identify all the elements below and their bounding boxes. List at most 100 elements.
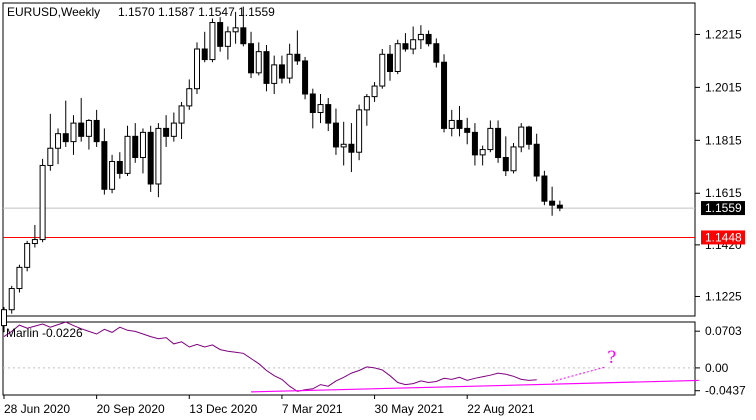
candle-bear <box>302 60 309 95</box>
candle-bear <box>78 122 85 137</box>
indicator-tick-label: 0.0703 <box>705 324 742 338</box>
candle-bull <box>16 266 23 290</box>
candle-bear <box>441 61 448 129</box>
ohlc-readout: 1.1570 1.1587 1.1547 1.1559 <box>118 5 275 19</box>
candle-bear <box>387 53 393 72</box>
candle-bull <box>194 48 200 90</box>
candles-layer <box>1 6 695 333</box>
candle-bull <box>417 33 424 41</box>
time-tick-label: 7 Mar 2021 <box>282 402 343 416</box>
candle-bull <box>155 127 162 185</box>
candle-bull <box>170 122 177 137</box>
candle-bear <box>240 27 247 45</box>
candle-bear <box>201 48 208 61</box>
price-tick-label: 1.1225 <box>705 289 742 303</box>
axis-layer: 1.22151.20151.18151.16151.14201.12251.15… <box>3 27 746 416</box>
candle-bull <box>340 143 347 148</box>
candle-bull <box>124 135 131 174</box>
grid-layer <box>3 207 695 369</box>
candle-bear <box>101 141 108 190</box>
candle-bear <box>433 43 440 63</box>
candle-bear <box>217 22 224 47</box>
candle-bull <box>39 164 46 241</box>
candle-bull <box>518 126 525 148</box>
candle-bear <box>556 204 563 209</box>
indicator-label: Marlin -0.0226 <box>6 326 83 340</box>
candle-bear <box>456 119 463 129</box>
candle-bull <box>24 243 31 268</box>
candle-bull <box>47 147 54 166</box>
candle-bear <box>325 104 332 124</box>
price-tick-label: 1.2215 <box>705 27 742 41</box>
candle-bull <box>224 31 231 47</box>
candle-bear <box>525 126 532 145</box>
candle-bear <box>132 135 139 159</box>
candle-bear <box>471 131 478 156</box>
candle-bear <box>147 131 154 185</box>
candle-bear <box>541 175 548 202</box>
candle-bull <box>255 51 262 74</box>
candle-bull <box>232 27 239 33</box>
candle-bull <box>178 105 185 124</box>
candle-bull <box>317 104 324 114</box>
candle-bull <box>510 146 517 172</box>
candle-bull <box>479 149 486 156</box>
price-tick-label: 1.2015 <box>705 80 742 94</box>
candle-bear <box>62 133 69 143</box>
candle-bull <box>55 133 62 149</box>
level-price-tag <box>701 230 745 245</box>
indicator-tick-label: -0.0437 <box>705 384 746 398</box>
candle-bull <box>379 53 386 87</box>
time-tick-label: 28 Jun 2020 <box>4 402 70 416</box>
indicator-trend-line <box>251 379 699 393</box>
candle-bull <box>448 119 455 129</box>
candle-bull <box>8 288 15 311</box>
candle-bull <box>394 43 401 72</box>
candle-bull <box>186 88 193 107</box>
question-mark-annotation: ? <box>607 348 616 368</box>
candle-bull <box>356 109 363 153</box>
time-tick-label: 30 May 2021 <box>375 402 445 416</box>
candle-bear <box>93 119 100 143</box>
candle-bear <box>402 43 409 50</box>
indicator-tick-label: 0.00 <box>705 361 729 375</box>
candle-bull <box>286 53 293 79</box>
candle-bull <box>139 131 146 159</box>
time-tick-label: 13 Dec 2020 <box>189 402 257 416</box>
candle-bear <box>533 143 540 177</box>
level-price-label: 1.1448 <box>705 230 742 244</box>
candle-bull <box>487 127 494 151</box>
price-tick-label: 1.1615 <box>705 186 742 200</box>
indicator-pane-frame <box>2 321 696 396</box>
indicator-layer: ? <box>3 321 699 393</box>
candle-bear <box>163 127 170 137</box>
candle-bear <box>116 160 123 174</box>
candle-bear <box>464 127 471 133</box>
candle-bear <box>309 93 316 114</box>
candle-bull <box>209 22 216 61</box>
current-price-tag <box>701 201 745 216</box>
candle-bear <box>348 143 355 153</box>
candle-bull <box>410 39 417 50</box>
candle-bear <box>502 157 509 172</box>
marlin-oscillator-line <box>3 321 537 392</box>
symbol-title: EURUSD,Weekly <box>7 5 100 19</box>
candle-bear <box>278 64 285 79</box>
candle-bull <box>109 160 116 190</box>
candle-bull <box>363 96 370 111</box>
candle-bear <box>248 43 255 74</box>
candle-bear <box>294 53 301 62</box>
candle-bear <box>332 122 339 148</box>
candle-bear <box>263 51 270 84</box>
projection-dashed-line <box>551 366 607 382</box>
candle-bear <box>549 200 556 206</box>
current-price-label: 1.1559 <box>705 201 742 215</box>
candle-bull <box>371 85 378 98</box>
candle-bull <box>1 309 7 327</box>
time-tick-label: 20 Sep 2020 <box>97 402 165 416</box>
candle-bull <box>85 119 92 137</box>
price-tick-label: 1.1815 <box>705 133 742 147</box>
candle-bull <box>271 64 278 84</box>
